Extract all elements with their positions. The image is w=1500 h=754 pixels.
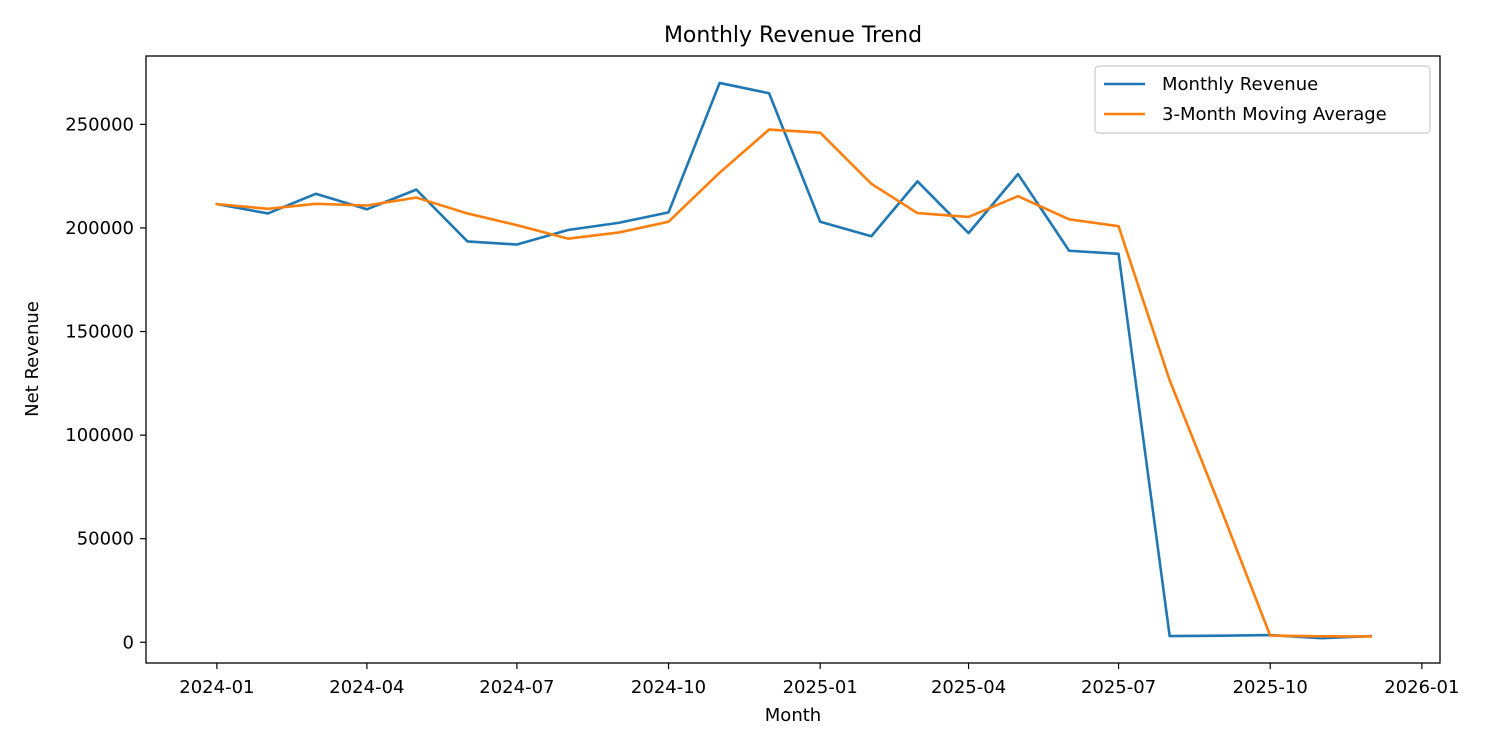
y-tick-label: 100000 [65,425,134,446]
series-line-2 [215,128,1373,638]
y-tick-label: 0 [123,632,134,653]
x-tick-label: 2024-07 [479,677,554,698]
x-axis-label: Month [765,705,821,726]
x-tick-label: 2024-10 [631,677,706,698]
legend: Monthly Revenue 3-Month Moving Average [1094,65,1431,134]
x-tick-label: 2024-01 [179,677,254,698]
legend-label: 3-Month Moving Average [1162,104,1387,125]
y-tick-label: 250000 [65,114,134,135]
series-line-1 [215,81,1373,640]
y-tick-label: 200000 [65,218,134,239]
x-tick-label: 2025-10 [1233,677,1308,698]
plot-frame [145,55,1441,664]
y-tick-label: 50000 [77,529,134,550]
legend-box [1094,65,1431,134]
chart-title: Monthly Revenue Trend [664,23,922,48]
x-tick-label: 2025-01 [783,677,858,698]
legend-label: Monthly Revenue [1162,74,1318,95]
x-tick-label: 2024-04 [329,677,404,698]
y-axis-label: Net Revenue [22,301,43,417]
x-tick-label: 2026-01 [1384,677,1459,698]
x-tick-label: 2025-04 [931,677,1006,698]
x-tick-label: 2025-07 [1081,677,1156,698]
y-tick-label: 150000 [65,322,134,343]
plot-area: 2024-01 2024-04 2024-07 2024-10 2025-01 2025-… [65,55,1459,698]
